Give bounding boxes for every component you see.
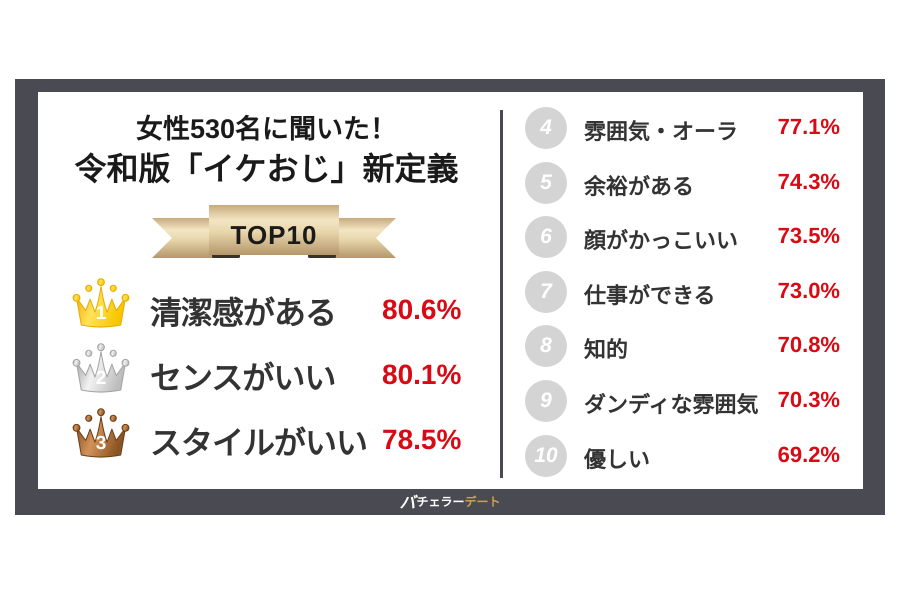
svg-text:2: 2 bbox=[96, 367, 107, 388]
svg-text:1: 1 bbox=[96, 302, 107, 323]
svg-text:3: 3 bbox=[96, 432, 107, 453]
